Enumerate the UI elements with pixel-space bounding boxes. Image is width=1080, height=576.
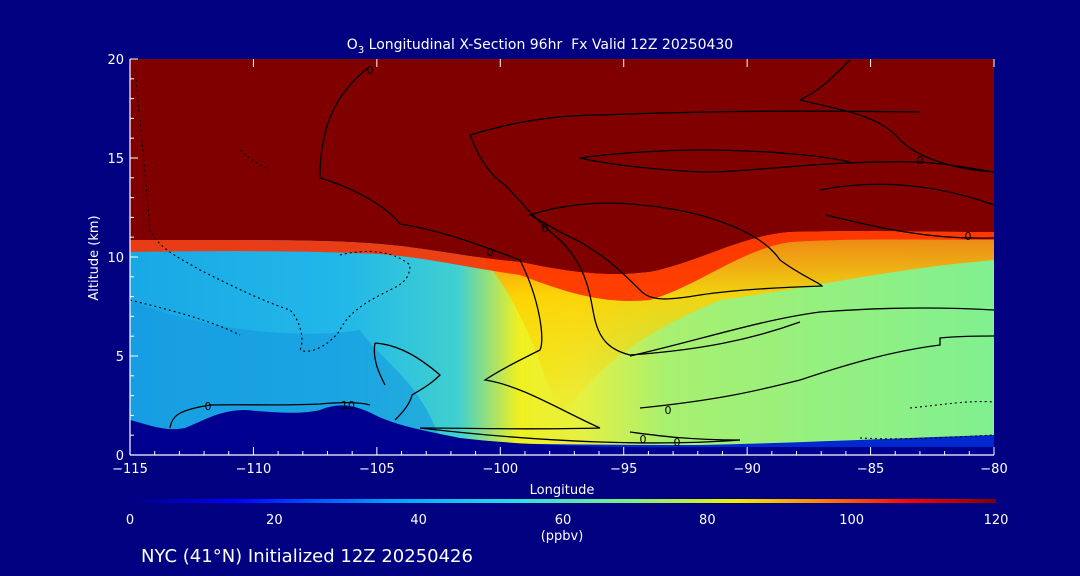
y-tick-label: 10 <box>107 251 124 266</box>
x-tick-label: −105 <box>359 462 395 477</box>
chart-title: O3 Longitudinal X-Section 96hr Fx Valid … <box>347 37 733 56</box>
tropopause-transition-band <box>130 231 994 301</box>
colorbar-tick-label: 0 <box>126 513 134 528</box>
colorbar-tick-label: 100 <box>839 513 864 528</box>
colorbar <box>130 499 996 503</box>
x-tick-label: −100 <box>482 462 518 477</box>
contour-value-label: 0 <box>917 154 924 167</box>
contour-value-label: 0 <box>665 404 672 417</box>
contour-value-label: 0 <box>367 64 374 77</box>
x-tick-label: −90 <box>733 462 760 477</box>
dashed-contours <box>130 69 994 440</box>
ozone-field <box>130 59 994 455</box>
x-axis-ticks: −115 −110 −105 −100 −95 −90 −85 −80 <box>112 59 1008 477</box>
colorbar-tick-label: 60 <box>555 513 572 528</box>
terrain-mask <box>130 405 994 455</box>
colorbar-units: (ppbv) <box>541 529 584 544</box>
y-axis-ticks: 0 5 10 15 20 <box>107 53 138 464</box>
colorbar-tick-label: 80 <box>699 513 716 528</box>
contour-labels: 0 0 10 0 0 0 0 0 0 0 <box>205 64 972 449</box>
initialization-footer: NYC (41°N) Initialized 12Z 20250426 <box>141 546 473 567</box>
colorbar-tick-label: 40 <box>410 513 427 528</box>
contour-value-label: 0 <box>205 400 212 413</box>
x-tick-label: −80 <box>980 462 1007 477</box>
contour-value-label: 0 <box>674 436 681 449</box>
contour-value-label: 0 <box>965 230 972 243</box>
x-tick-label: −110 <box>236 462 272 477</box>
x-tick-label: −85 <box>857 462 884 477</box>
stratospheric-ozone-region <box>130 59 994 275</box>
y-tick-label: 5 <box>116 350 124 365</box>
x-tick-label: −95 <box>610 462 637 477</box>
y-axis-label: Altitude (km) <box>87 215 102 300</box>
y-tick-label: 20 <box>107 53 124 68</box>
x-tick-label: −115 <box>112 462 148 477</box>
contour-value-label: 10 <box>341 399 355 412</box>
contour-value-label: 0 <box>640 433 647 446</box>
contour-lines <box>169 59 994 444</box>
contour-value-label: 0 <box>542 222 549 235</box>
colorbar-ticks: 0 20 40 60 80 100 120 <box>126 513 1009 528</box>
contour-value-label: 0 <box>487 246 494 259</box>
colorbar-tick-label: 120 <box>984 513 1009 528</box>
y-tick-label: 15 <box>107 152 124 167</box>
y-tick-label: 0 <box>116 449 124 464</box>
x-axis-label: Longitude <box>530 483 595 498</box>
colorbar-tick-label: 20 <box>266 513 283 528</box>
